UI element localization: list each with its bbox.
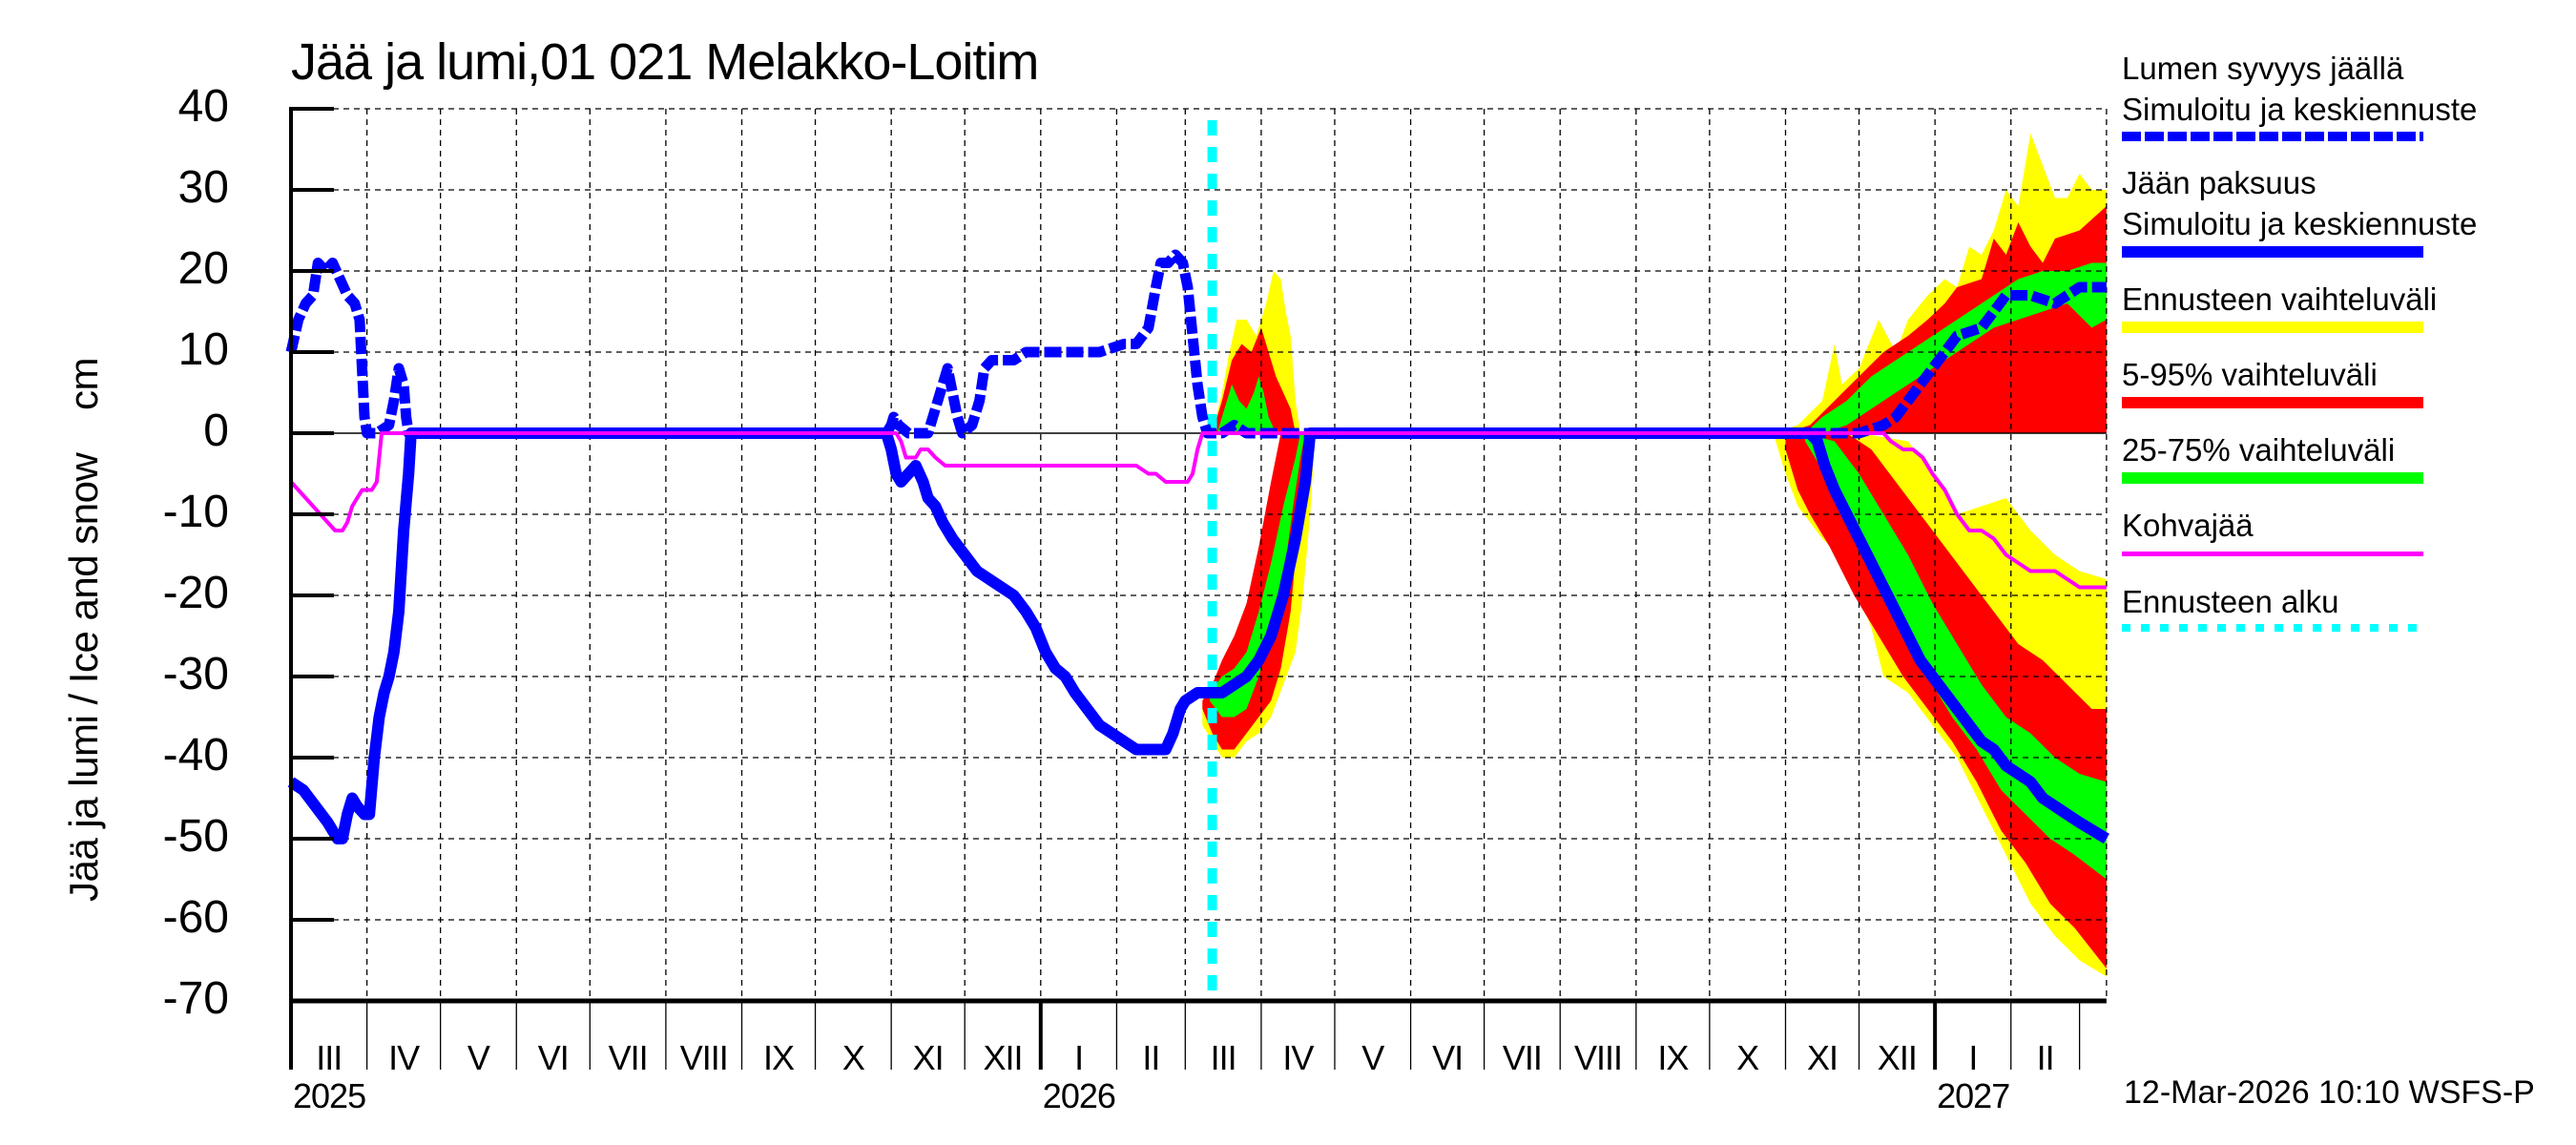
legend-item-5-95-range: 5-95% vaihteluväli [2122,354,2570,408]
y-tick-label: 40 [177,81,229,132]
y-tick-label: -40 [162,730,229,781]
y-tick-label: -50 [162,811,229,862]
y-tick-label: -60 [162,892,229,943]
slush-ice-line [289,431,2107,590]
y-tick-label: -20 [162,568,229,618]
legend-label: Ennusteen vaihteluväli [2122,281,2438,317]
y-tick-label: -30 [162,649,229,699]
x-month-label: X [841,1038,865,1077]
legend-label: Ennusteen alku [2122,584,2339,619]
x-month-label: VIII [1574,1038,1623,1077]
ice-thickness-line [287,427,2109,844]
x-month-label: VI [537,1038,570,1077]
forecast-band [1785,206,2107,433]
x-month-label: IX [763,1038,795,1077]
x-month-label: V [467,1038,490,1077]
y-tick-label: -10 [162,487,229,537]
x-month-label: VII [1502,1038,1543,1077]
forecast-band [1805,262,2107,433]
legend-label: Kohvajää [2122,508,2254,543]
y-tick-label: -70 [162,973,229,1024]
y-tick-label: 10 [177,324,229,375]
forecast-band [1216,376,1277,433]
y-tick-label: 20 [177,243,229,294]
x-month-label: V [1361,1038,1384,1077]
x-month-label: VIII [679,1038,729,1077]
x-month-label: IV [1282,1038,1314,1077]
magenta-line-swatch-icon [2122,552,2423,556]
x-month-label: III [1210,1038,1237,1077]
timestamp: 12-Mar-2026 10:10 WSFS-P [2124,1074,2535,1111]
legend: Lumen syvyys jäällä Simuloitu ja keskien… [2122,48,2570,653]
legend-sublabel: Simuloitu ja keskiennuste [2122,92,2478,127]
legend-item-slush-ice: Kohvajää [2122,505,2570,556]
y-tick-label: 0 [203,406,229,456]
solid-line-swatch-icon [2122,246,2423,258]
legend-item-forecast-range: Ennusteen vaihteluväli [2122,279,2570,333]
x-month-label: I [1074,1038,1084,1077]
legend-item-snow-depth: Lumen syvyys jäällä Simuloitu ja keskien… [2122,48,2570,141]
x-month-label: III [316,1038,343,1077]
x-year-label: 2025 [293,1076,366,1115]
yellow-swatch-icon [2122,322,2423,333]
green-swatch-icon [2122,472,2423,484]
legend-label: Jään paksuus [2122,165,2316,200]
red-swatch-icon [2122,397,2423,408]
x-month-label: VI [1432,1038,1464,1077]
x-month-label: I [1968,1038,1978,1077]
x-month-label: VII [608,1038,649,1077]
legend-label: 5-95% vaihteluväli [2122,357,2378,392]
x-month-label: II [2036,1038,2055,1077]
y-tick-label: 30 [177,162,229,213]
legend-label: Lumen syvyys jäällä [2122,51,2404,86]
x-month-label: X [1736,1038,1759,1077]
x-month-label: IX [1657,1038,1689,1077]
x-month-label: XII [1877,1038,1918,1077]
forecast-band [1805,433,2107,880]
legend-item-ice-thickness: Jään paksuus Simuloitu ja keskiennuste [2122,162,2570,258]
legend-label: 25-75% vaihteluväli [2122,432,2396,468]
legend-item-forecast-start: Ennusteen alku [2122,581,2570,632]
legend-sublabel: Simuloitu ja keskiennuste [2122,206,2478,241]
x-month-label: II [1142,1038,1160,1077]
legend-item-25-75-range: 25-75% vaihteluväli [2122,429,2570,484]
x-month-label: XII [983,1038,1023,1077]
x-month-label: IV [388,1038,420,1077]
dashed-line-swatch-icon [2122,132,2423,141]
x-month-label: XI [912,1038,945,1077]
x-year-label: 2026 [1042,1076,1116,1115]
x-month-label: XI [1806,1038,1839,1077]
snow-depth-line [285,249,2107,439]
chart-title: Jää ja lumi,01 021 Melakko-Loitim [291,33,1039,91]
cyan-dotted-swatch-icon [2122,624,2423,632]
x-year-label: 2027 [1937,1076,2010,1115]
